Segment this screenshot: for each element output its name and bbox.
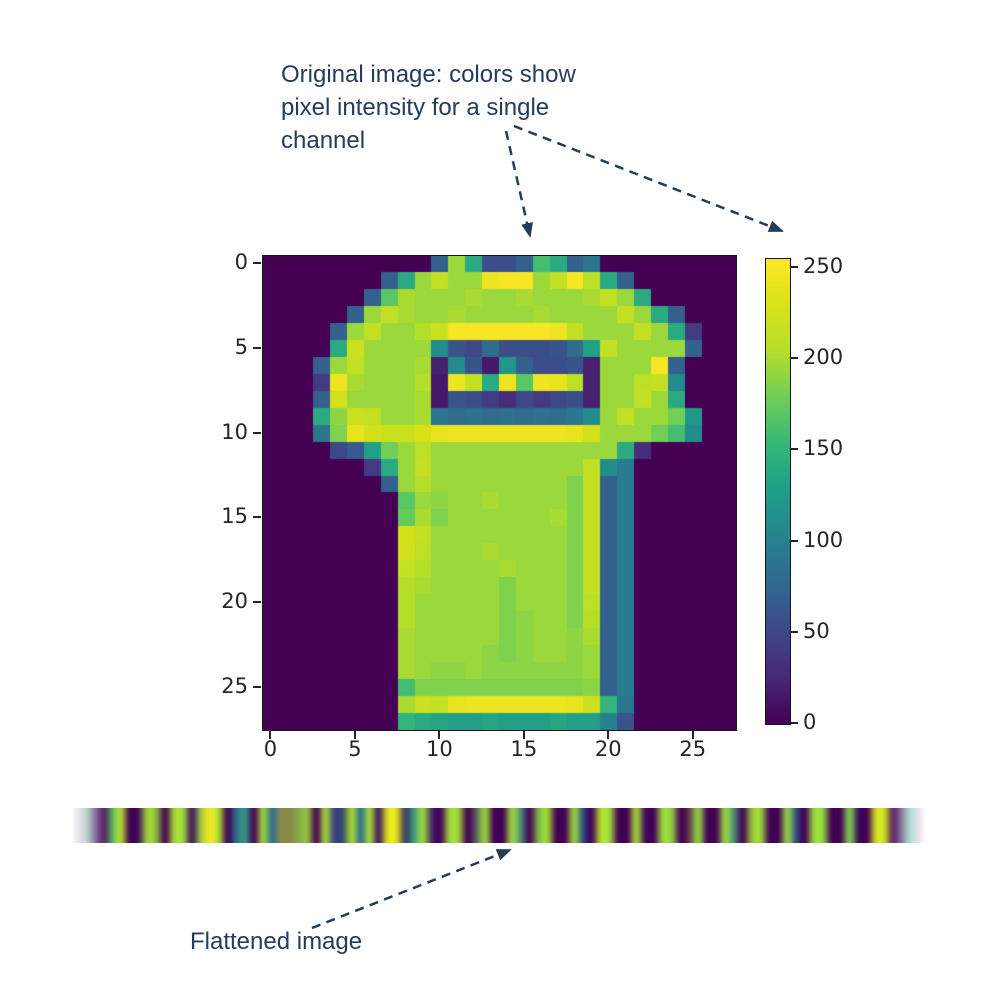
annotation-line: pixel intensity for a single [281,94,550,121]
annotation-line: channel [281,127,366,154]
x-tick-mark [353,731,356,739]
x-tick-label: 5 [348,737,362,761]
colorbar-gradient [766,259,790,724]
x-tick-label: 0 [263,737,278,761]
y-tick-mark [253,685,261,688]
annotation-line: Original image: colors show [281,61,576,88]
y-tick-label: 10 [221,419,248,444]
x-tick-mark [691,731,694,739]
y-tick-mark [253,516,261,519]
y-tick-label: 25 [221,673,248,698]
colorbar-tick-label: 250 [803,254,844,279]
x-tick-mark [607,731,610,739]
heatmap-plot [262,255,737,731]
arrow-to-strip [311,848,512,930]
original-image-annotation: Original image: colors show pixel intens… [281,58,576,157]
colorbar-tick-label: 150 [803,436,844,461]
flattened-strip [72,808,925,843]
y-tick-label: 5 [234,335,248,360]
y-tick-mark [253,262,261,265]
y-tick-mark [253,431,261,434]
x-tick-mark [522,731,525,739]
y-tick-label: 20 [221,589,248,614]
colorbar-tick-mark [791,630,798,633]
flattened-image-annotation: Flattened image [190,928,363,955]
x-tick-label: 20 [594,737,622,761]
y-tick-label: 0 [234,250,248,275]
x-tick-mark [269,731,272,739]
y-tick-mark [253,601,261,604]
colorbar-tick-label: 0 [803,710,817,734]
colorbar-tick-label: 50 [803,618,830,643]
x-tick-label: 25 [679,737,707,761]
y-tick-label: 15 [221,504,248,529]
colorbar-tick-mark [791,448,798,451]
colorbar-tick-label: 200 [803,345,844,370]
y-tick-mark [253,347,261,350]
colorbar-tick-mark [791,722,798,724]
colorbar-tick-mark [791,266,798,269]
x-tick-label: 15 [510,737,538,761]
colorbar [765,258,791,725]
flattened-strip-image [72,808,925,843]
colorbar-tick-mark [791,357,798,360]
colorbar-tick-mark [791,539,798,542]
x-tick-label: 10 [426,737,453,761]
heatmap-image [263,256,736,730]
colorbar-tick-label: 100 [803,527,844,552]
x-tick-mark [438,731,441,739]
